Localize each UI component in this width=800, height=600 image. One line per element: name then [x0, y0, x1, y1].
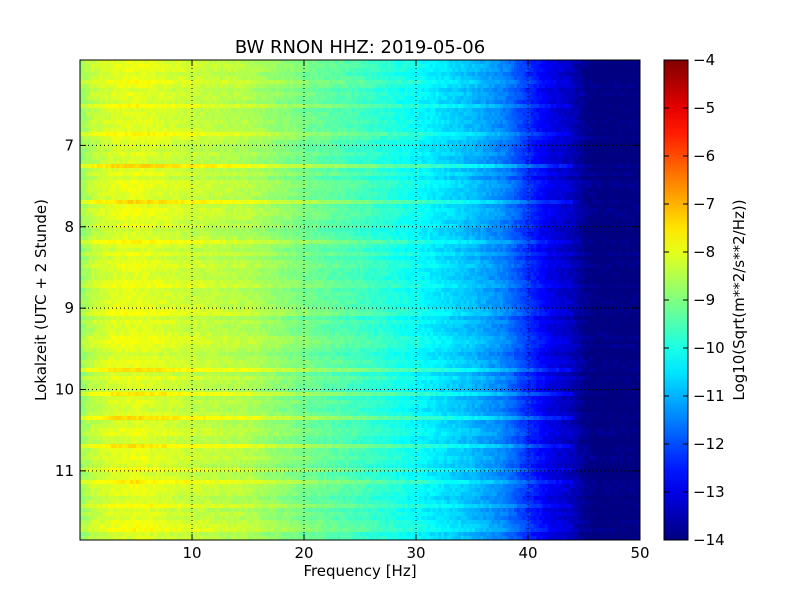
spectrogram-heatmap — [80, 60, 641, 541]
chart-title: BW RNON HHZ: 2019-05-06 — [235, 37, 485, 58]
